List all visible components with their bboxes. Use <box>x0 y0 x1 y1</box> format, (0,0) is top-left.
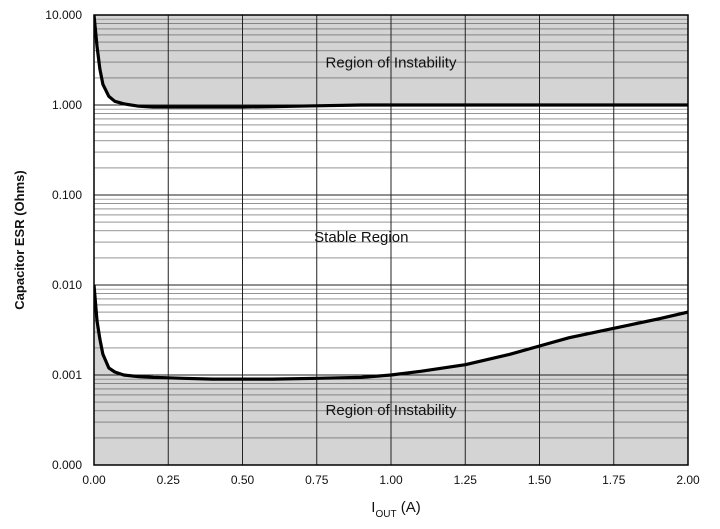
lower-boundary-curve <box>94 284 688 381</box>
x-tick-label: 0.00 <box>82 473 106 487</box>
y-tick-label: 0.100 <box>52 188 82 202</box>
y-tick-label: 0.000 <box>52 458 82 472</box>
x-tick-label: 0.50 <box>231 473 255 487</box>
region-label-stable: Stable Region <box>314 229 408 246</box>
y-axis-title: Capacitor ESR (Ohms) <box>12 170 27 309</box>
x-tick-label: 1.50 <box>528 473 552 487</box>
y-tick-label: 10.000 <box>45 8 82 22</box>
x-axis-title-main: I <box>371 499 375 516</box>
x-axis-title: IOUT (A) <box>371 499 420 520</box>
y-tick-label: 0.001 <box>52 368 82 382</box>
x-tick-label: 1.00 <box>379 473 403 487</box>
upper-boundary-curve <box>94 15 688 109</box>
y-tick-label: 0.010 <box>52 278 82 292</box>
boundary-curves <box>94 15 688 381</box>
y-tick-label: 1.000 <box>52 98 82 112</box>
x-tick-label: 0.25 <box>157 473 181 487</box>
x-axis-title-sub: OUT <box>375 509 396 520</box>
x-tick-label: 1.75 <box>602 473 626 487</box>
region-label-upper: Region of Instability <box>326 55 457 72</box>
region-label-lower: Region of Instability <box>326 402 457 419</box>
plot-frame <box>93 14 689 466</box>
x-tick-label: 1.25 <box>454 473 478 487</box>
x-tick-label: 0.75 <box>305 473 329 487</box>
x-axis-title-unit: (A) <box>397 499 421 516</box>
x-tick-label: 2.00 <box>676 473 700 487</box>
